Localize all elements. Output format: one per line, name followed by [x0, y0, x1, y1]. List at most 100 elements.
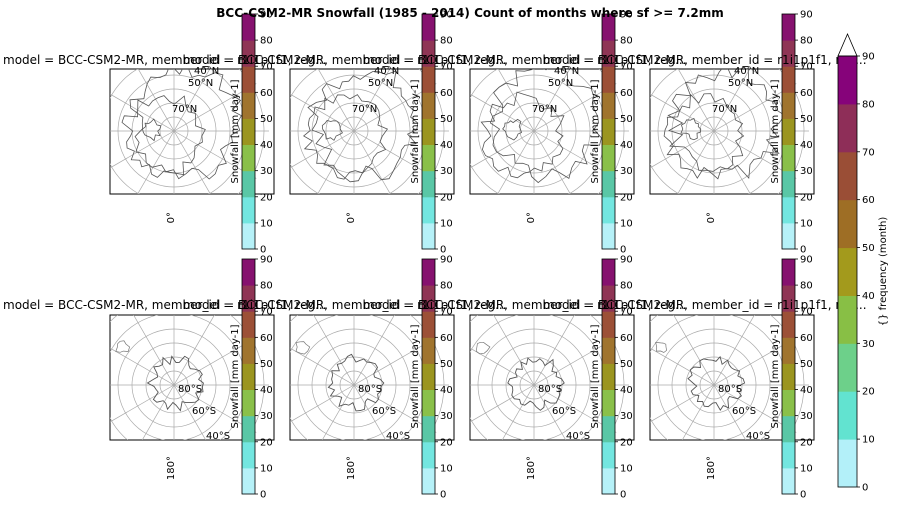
coastline	[489, 69, 602, 184]
colorbar-segment	[242, 92, 255, 119]
gridline-meridian	[317, 69, 355, 132]
coastline-greenland	[680, 117, 702, 141]
colorbar-tick-label: 80	[620, 36, 633, 47]
colorbar-tick-label: 50	[620, 359, 633, 370]
map-panel: 40°N50°N 70°N 0° 0 10 20 30 40 50 60 70 80 90 Snowfal…	[649, 10, 815, 256]
colorbar-segment	[422, 118, 435, 145]
colorbar-tick-label: 70	[620, 307, 633, 318]
panel-title: model = BCC-CSM2-MR, member_id = r1i1p1f…	[3, 298, 327, 312]
colorbar-tick-label: 60	[620, 333, 633, 344]
colorbar-segment	[602, 118, 615, 145]
gridline-meridian	[137, 130, 175, 194]
colorbar-tick-label: 70	[260, 62, 273, 73]
colorbar-segment	[242, 311, 255, 338]
colorbar-label: Snowfall [mm day-1]	[770, 324, 781, 428]
colorbar-segment	[242, 415, 255, 443]
gridline-meridian	[677, 69, 715, 132]
colorbar-tick-label: 20	[800, 192, 813, 203]
colorbar-tick-label: 10	[620, 218, 633, 229]
latitude-label: 40°S	[386, 431, 410, 442]
panels: 40°N50°N70°N0°0102030405060708090Snowfal…	[109, 10, 815, 501]
colorbar-tick-label: 70	[800, 62, 813, 73]
main-colorbar-segment	[838, 247, 857, 296]
gridline-meridian	[470, 130, 535, 169]
colorbar-segment	[782, 40, 795, 67]
colorbar-frame	[601, 258, 616, 495]
panel-title: model = BCC-CSM2-MR, member_id = r1i1p1f…	[363, 53, 687, 67]
map-content	[110, 315, 269, 440]
colorbar-segment	[782, 14, 795, 41]
colorbar-segment	[422, 92, 435, 119]
coastline-greenland	[502, 118, 522, 141]
gridline-meridian	[173, 130, 211, 194]
longitude-label: 0°	[166, 212, 177, 223]
colorbar-segment	[422, 259, 435, 286]
gridline-meridian	[713, 315, 755, 386]
panel-title: model = BCC-CSM2-MR, member_id = r1i1p1f…	[363, 298, 687, 312]
colorbar-tick-label: 70	[800, 307, 813, 318]
coastline	[475, 341, 491, 355]
main-colorbar-tick-label: 10	[862, 435, 875, 446]
gridline-meridian	[673, 315, 715, 386]
colorbar-segment	[242, 144, 255, 172]
colorbar-tick-label: 30	[800, 411, 813, 422]
gridline-meridian	[650, 347, 715, 386]
gridline-meridian	[650, 384, 715, 423]
colorbar-segment	[422, 14, 435, 41]
longitude-label: 0°	[706, 212, 717, 223]
main-colorbar-segment	[838, 295, 857, 344]
coastline	[295, 341, 311, 355]
map-panel: 80°S 60°S 40°S 180° 0 10 20 30 40 50 60 70 80 90 Snowf…	[289, 255, 455, 501]
colorbar-label: Snowfall [mm day-1]	[230, 324, 241, 428]
colorbar-frame	[781, 13, 796, 250]
main-colorbar: 0 10 20 30 40 50 60 70 80 90 {} frequency (month)	[837, 32, 889, 494]
colorbar-segment	[422, 363, 435, 390]
gridline-meridian	[497, 69, 535, 132]
colorbar-segment	[782, 66, 795, 93]
colorbar-tick-label: 90	[260, 10, 273, 21]
colorbar-segment	[422, 222, 435, 250]
colorbar-frame	[421, 13, 436, 250]
colorbar-tick-label: 30	[620, 411, 633, 422]
panel-titles: model = BCC-CSM2-MR, member_id = r1i1p1f…	[3, 53, 867, 312]
colorbar-segment	[782, 441, 795, 469]
colorbar-segment	[422, 311, 435, 338]
longitude-label: 180°	[706, 456, 717, 480]
latitude-label: 50°N	[188, 78, 213, 89]
colorbar-tick-label: 30	[260, 411, 273, 422]
coastline-antarctica	[687, 355, 746, 411]
colorbar-tick-label: 70	[440, 62, 453, 73]
colorbar-segment	[602, 389, 615, 417]
colorbar-segment	[422, 415, 435, 443]
colorbar-tick-label: 50	[260, 114, 273, 125]
main-colorbar-tick-label: 90	[862, 52, 875, 63]
coastline-greenland	[321, 120, 343, 141]
colorbar-label: Snowfall [mm day-1]	[410, 324, 421, 428]
gridline-meridian	[533, 69, 571, 132]
latitude-label: 80°S	[718, 384, 742, 395]
main-colorbar-tick-label: 70	[862, 147, 875, 158]
colorbar-segment	[602, 92, 615, 119]
colorbar-tick-label: 80	[620, 281, 633, 292]
gridline-meridian	[493, 315, 535, 386]
colorbar-tick-label: 10	[620, 463, 633, 474]
panel-title: model = BCC-CSM2-MR, member_id = r1i1p1f…	[543, 298, 867, 312]
colorbar-segment	[602, 66, 615, 93]
latitude-label: 40°S	[206, 431, 230, 442]
gridline-meridian	[470, 384, 535, 423]
colorbar-frame	[781, 258, 796, 495]
colorbar-tick-label: 80	[440, 36, 453, 47]
colorbar-segment	[242, 389, 255, 417]
map-panel: 80°S 60°S 40°S 180° 0 10 20 30 40 50 60 70 80 90 Snowf…	[109, 255, 275, 501]
colorbar-tick-label: 40	[440, 140, 453, 151]
colorbar-tick-label: 90	[800, 255, 813, 266]
colorbar-segment	[422, 337, 435, 364]
colorbar-segment	[602, 441, 615, 469]
colorbar-segment	[422, 389, 435, 417]
colorbar-label: Snowfall [mm day-1]	[770, 79, 781, 183]
gridline-meridian	[137, 69, 175, 132]
latitude-label: 50°N	[368, 78, 393, 89]
panel-title: model = BCC-CSM2-MR, member_id = r1i1p1f…	[543, 53, 867, 67]
colorbar-tick-label: 0	[800, 490, 806, 501]
panel-title: model = BCC-CSM2-MR, member_id = r1i1p1f…	[183, 298, 507, 312]
